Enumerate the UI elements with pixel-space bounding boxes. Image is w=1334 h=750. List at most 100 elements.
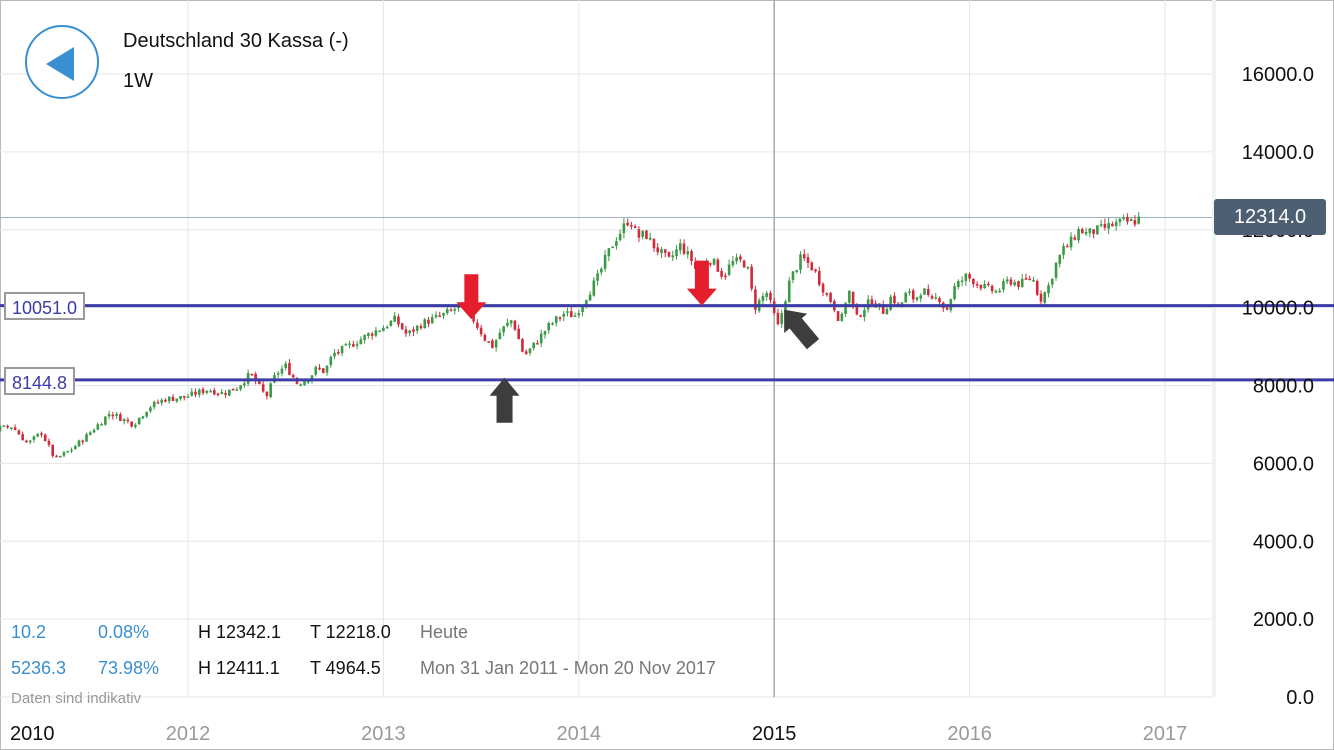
y-tick-label: 16000.0 <box>1242 64 1314 86</box>
back-arrow-icon <box>46 47 74 81</box>
candle-body <box>197 389 201 395</box>
stat-period-today: Heute <box>420 622 469 642</box>
candle-body <box>712 258 716 265</box>
candle-body <box>953 286 956 300</box>
candle-body <box>1118 218 1122 223</box>
candle-body <box>746 266 750 269</box>
candle-body <box>36 433 39 437</box>
instrument-title: Deutschland 30 Kassa (-) <box>123 30 349 52</box>
candle-body <box>652 238 656 249</box>
candle-body <box>228 389 231 396</box>
candle-body <box>348 343 351 346</box>
candle-body <box>607 248 611 257</box>
candle-body <box>987 283 990 286</box>
candle-body <box>205 390 209 393</box>
back-button[interactable] <box>25 25 99 99</box>
candle-body <box>1028 278 1032 281</box>
candle-body <box>581 305 584 313</box>
candle-body <box>660 249 663 254</box>
candle-body <box>423 319 427 329</box>
candle-body <box>21 434 24 441</box>
candle-body <box>359 339 363 345</box>
x-tick-label: 2016 <box>947 723 992 745</box>
candle-body <box>231 388 235 391</box>
candle-body <box>960 280 964 283</box>
candle-body <box>521 339 524 352</box>
candle-body <box>122 419 126 422</box>
candle-body <box>491 340 494 348</box>
candle-body <box>130 421 133 427</box>
candle-body <box>686 251 690 255</box>
candle-body <box>1054 262 1058 278</box>
candle-body <box>77 440 81 447</box>
candle-body <box>126 419 130 422</box>
candle-body <box>1069 236 1073 248</box>
dark-diagonal-arrow-icon <box>784 309 820 350</box>
candle-body <box>513 320 517 330</box>
candle-body <box>968 274 971 279</box>
candle-body <box>776 312 780 325</box>
candle-body <box>100 424 103 426</box>
candle-body <box>727 264 731 276</box>
candle-body <box>539 333 543 344</box>
candle-body <box>596 273 599 281</box>
candle-body <box>453 309 457 311</box>
x-tick-label: 2012 <box>166 723 211 745</box>
dark-diagonal-arrow-shape <box>784 309 820 350</box>
candle-body <box>243 383 246 386</box>
candle-body <box>716 259 720 272</box>
candle-body <box>32 436 36 440</box>
candle-body <box>536 343 539 345</box>
level-label-upper[interactable]: 10051.0 <box>4 292 86 320</box>
candle-body <box>374 330 378 336</box>
candle-body <box>367 333 370 337</box>
candle-body <box>517 328 520 340</box>
candle-body <box>825 293 829 295</box>
candle-body <box>870 299 874 304</box>
candle-body <box>889 296 892 310</box>
candle-body <box>280 368 284 374</box>
candle-body <box>731 261 735 266</box>
candle-body <box>724 275 727 278</box>
timeframe-label[interactable]: 1W <box>123 70 153 92</box>
candle-body <box>213 390 216 395</box>
candle-body <box>449 309 453 312</box>
candle-body <box>543 331 547 335</box>
candle-body <box>288 363 291 375</box>
candle-body <box>318 367 321 370</box>
candle-body <box>618 233 622 241</box>
candle-body <box>152 401 156 408</box>
candle-body <box>385 326 389 329</box>
candle-body <box>964 273 968 281</box>
candle-body <box>645 230 648 239</box>
candle-body <box>378 330 381 333</box>
candle-body <box>678 243 682 251</box>
candle-body <box>754 289 757 310</box>
candle-body <box>840 313 844 321</box>
candle-body <box>1009 279 1013 285</box>
candle-body <box>58 456 62 458</box>
candle-body <box>851 291 855 305</box>
stat-change-today: 10.2 <box>11 622 47 642</box>
candle-body <box>145 411 148 417</box>
candle-body <box>25 440 28 443</box>
level-label-lower[interactable]: 8144.8 <box>4 367 76 395</box>
candle-body <box>167 396 171 402</box>
candle-body <box>998 290 1001 293</box>
candle-body <box>506 322 509 326</box>
candle-body <box>817 271 821 285</box>
candle-body <box>179 396 182 399</box>
candle-body <box>62 452 66 456</box>
candle-body <box>690 251 693 262</box>
candle-body <box>291 375 295 378</box>
candle-body <box>1058 255 1062 264</box>
candle-body <box>393 315 396 322</box>
candle-body <box>915 297 919 300</box>
candle-body <box>904 292 908 303</box>
candle-body <box>795 270 799 273</box>
candle-body <box>397 316 400 325</box>
grid <box>0 0 1216 698</box>
candle-body <box>814 269 817 272</box>
candle-body <box>765 293 768 297</box>
